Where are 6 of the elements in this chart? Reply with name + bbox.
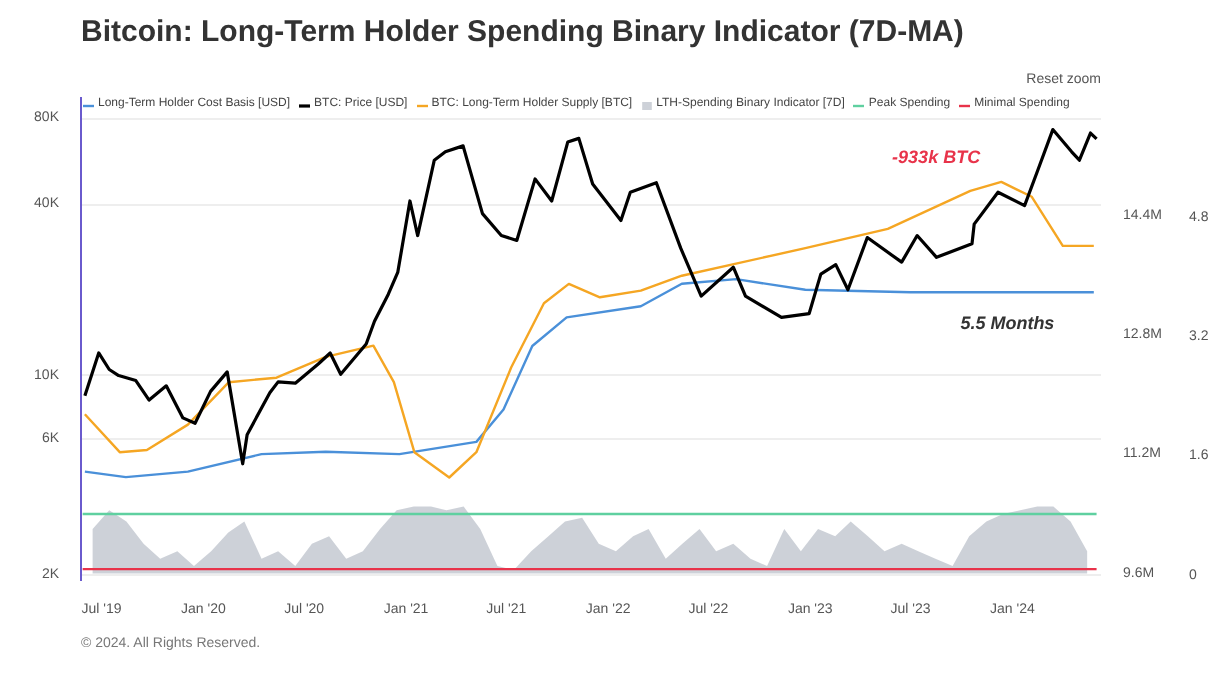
chart-title: Bitcoin: Long-Term Holder Spending Binary Indicator (7D-MA) [81, 15, 964, 49]
annotation: -933k BTC [892, 147, 982, 167]
annotation: 5.5 Months [960, 312, 1055, 333]
line-series [83, 180, 1095, 479]
line-series [83, 127, 1099, 466]
line-series [83, 277, 1095, 479]
